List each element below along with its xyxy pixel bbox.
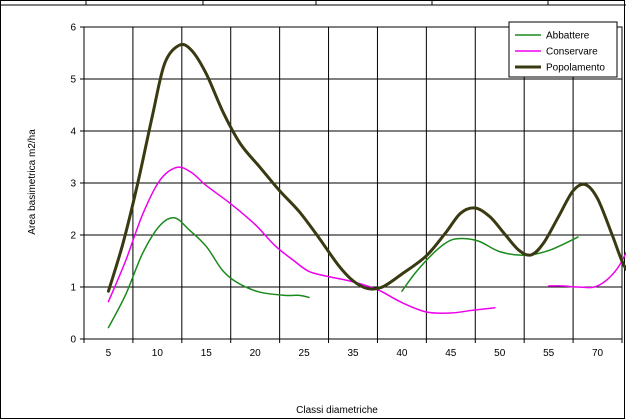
x-tick-label: 55: [543, 348, 555, 359]
x-tick-label: 20: [250, 348, 262, 359]
legend-label-popolamento: Popolamento: [546, 63, 605, 74]
x-axis-title: Classi diametriche: [296, 405, 378, 416]
gridlines: [84, 27, 622, 339]
legend: Abbattere Conservare Popolamento: [508, 21, 618, 78]
series-line-abbattere: [107, 216, 310, 329]
series-line-abbattere: [401, 236, 579, 292]
y-tick-label: 4: [70, 127, 76, 138]
series-line-popolamento: [106, 42, 626, 293]
x-tick-label: 35: [347, 348, 359, 359]
y-tick-labels: 0 1 2 3 4 5 6: [70, 23, 84, 346]
y-tick-label: 0: [70, 335, 76, 346]
x-tick-label: 50: [494, 348, 506, 359]
y-tick-label: 6: [70, 23, 76, 34]
legend-label-conservare: Conservare: [546, 47, 598, 58]
x-tick-label: 70: [592, 348, 604, 359]
x-tick-label: 40: [396, 348, 408, 359]
legend-label-abbattere: Abbattere: [546, 31, 590, 42]
y-tick-label: 3: [70, 179, 76, 190]
x-tick-label: 45: [445, 348, 457, 359]
y-axis-title: Area basimetrica m2/ha: [27, 129, 38, 235]
series-line-conservare: [547, 251, 626, 289]
x-tick-label: 5: [106, 348, 112, 359]
y-tick-label: 1: [70, 283, 76, 294]
series-lines: [106, 42, 626, 329]
x-tick-label: 25: [299, 348, 311, 359]
y-tick-label: 2: [70, 231, 76, 242]
top-border-strip: [0, 0, 626, 6]
x-tick-label: 10: [152, 348, 164, 359]
y-tick-label: 5: [70, 75, 76, 86]
series-line-conservare: [107, 166, 496, 315]
series-conservare: [107, 166, 626, 315]
series-abbattere: [107, 216, 579, 329]
series-popolamento: [106, 42, 626, 293]
x-tick-labels: 5 10 15 20 25 35 40 45 50 55 70: [83, 339, 623, 359]
x-tick-label: 15: [201, 348, 213, 359]
